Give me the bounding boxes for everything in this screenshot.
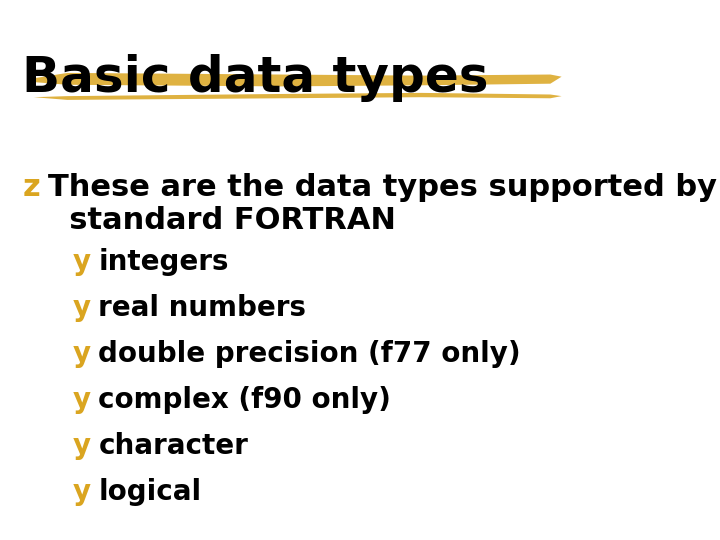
Polygon shape xyxy=(34,73,562,100)
Text: y: y xyxy=(73,340,91,368)
Text: Basic data types: Basic data types xyxy=(22,54,489,102)
Text: complex (f90 only): complex (f90 only) xyxy=(98,386,391,414)
Text: y: y xyxy=(73,386,91,414)
Text: integers: integers xyxy=(98,248,229,276)
Text: logical: logical xyxy=(98,478,202,506)
Text: These are the data types supported by
  standard FORTRAN: These are the data types supported by st… xyxy=(48,173,716,235)
Text: y: y xyxy=(73,294,91,322)
Text: y: y xyxy=(73,478,91,506)
Text: real numbers: real numbers xyxy=(98,294,306,322)
Text: character: character xyxy=(98,432,248,460)
Text: y: y xyxy=(73,432,91,460)
Text: z: z xyxy=(22,173,40,202)
Text: double precision (f77 only): double precision (f77 only) xyxy=(98,340,521,368)
Text: y: y xyxy=(73,248,91,276)
